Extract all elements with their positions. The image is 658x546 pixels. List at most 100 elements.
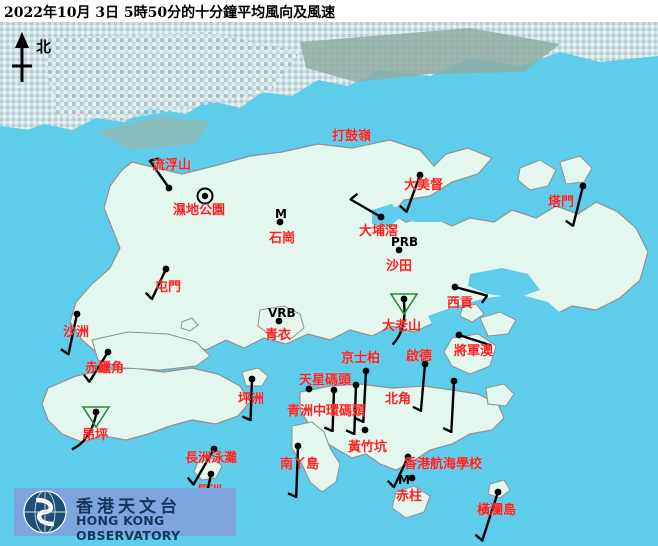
station-highlight-ring bbox=[196, 187, 214, 205]
station-name-label: 大美督 bbox=[404, 178, 444, 193]
station-marker[interactable] bbox=[276, 218, 284, 226]
station-dot bbox=[275, 317, 283, 325]
station-dot bbox=[400, 295, 408, 303]
station-dot bbox=[210, 445, 218, 453]
station-name-label: 北角 bbox=[385, 392, 412, 407]
station-name-label: 石崗 bbox=[269, 231, 296, 246]
mainland-veg-patch bbox=[300, 28, 560, 82]
station-dot bbox=[305, 385, 313, 393]
station-dot bbox=[377, 213, 385, 221]
station-dot bbox=[201, 192, 209, 200]
wind-barb-half bbox=[144, 291, 153, 301]
station-name-label: 長洲泳灘 bbox=[185, 451, 238, 466]
station-marker[interactable] bbox=[474, 488, 502, 542]
wind-barb-half bbox=[412, 405, 422, 412]
station-marker[interactable] bbox=[451, 283, 489, 304]
station-code-label: PRB bbox=[391, 235, 419, 249]
station-marker[interactable] bbox=[60, 310, 81, 356]
station-marker[interactable] bbox=[82, 348, 112, 384]
station-name-label: 沙田 bbox=[386, 259, 413, 274]
station-marker[interactable] bbox=[349, 192, 385, 221]
station-name-label: 赤柱 bbox=[396, 489, 423, 504]
station-marker[interactable] bbox=[305, 385, 313, 393]
station-marker[interactable] bbox=[345, 381, 360, 436]
station-marker[interactable] bbox=[186, 445, 218, 486]
chek-lap-kok-airport bbox=[91, 331, 211, 371]
po-toi-island bbox=[391, 485, 431, 519]
peng-chau-island bbox=[241, 367, 269, 387]
logo-name-cn: 香港天文台 bbox=[76, 497, 181, 517]
station-dot bbox=[416, 171, 424, 179]
station-marker[interactable] bbox=[455, 331, 492, 347]
wind-barb-shaft bbox=[419, 363, 427, 412]
station-name-label: 中環碼頭 bbox=[313, 404, 366, 419]
station-marker[interactable] bbox=[389, 293, 419, 346]
wind-barb-half bbox=[287, 492, 297, 499]
station-marker[interactable] bbox=[412, 360, 429, 412]
wind-barb-half bbox=[186, 476, 195, 486]
station-dot bbox=[395, 246, 403, 254]
outer-islands-se bbox=[479, 311, 517, 337]
wind-barb-half bbox=[386, 479, 395, 489]
outer-islands-ne bbox=[517, 159, 557, 191]
wind-barb-half bbox=[474, 533, 484, 542]
gale-triangle-icon bbox=[81, 406, 111, 429]
station-dot bbox=[404, 453, 412, 461]
station-marker[interactable] bbox=[442, 377, 458, 433]
station-name-label: 啟德 bbox=[406, 349, 433, 364]
wind-barb-half bbox=[399, 204, 408, 213]
station-marker[interactable] bbox=[287, 442, 302, 499]
station-marker[interactable] bbox=[399, 171, 424, 213]
station-dot bbox=[294, 442, 302, 450]
station-dot bbox=[330, 386, 338, 394]
wind-barb-shaft bbox=[362, 370, 368, 423]
station-marker[interactable] bbox=[196, 187, 214, 205]
station-name-label: 赤鱲角 bbox=[85, 361, 125, 376]
station-dot bbox=[104, 348, 112, 356]
hko-logo: 香港天文台 HONG KONG OBSERVATORY bbox=[14, 488, 236, 543]
map-canvas[interactable]: 北 打鼓嶺 流浮山 濕地公園 石崗 M 大美督 塔門 大埔滘 沙田 PRB 屯門 西貢 沙洲 赤鱲角 青衣 V… bbox=[0, 22, 658, 546]
station-marker[interactable] bbox=[241, 375, 256, 422]
wind-barb-shaft bbox=[349, 197, 382, 219]
wind-barb-shaft bbox=[353, 384, 358, 436]
wind-barb-shaft bbox=[458, 333, 492, 347]
cheung-chau-island bbox=[193, 457, 223, 481]
station-dot bbox=[248, 375, 256, 383]
station-marker[interactable] bbox=[361, 426, 369, 434]
station-marker[interactable] bbox=[144, 265, 170, 301]
wind-barb-shaft bbox=[148, 159, 170, 189]
wind-barb-shaft bbox=[87, 351, 110, 384]
station-marker[interactable] bbox=[395, 246, 403, 254]
station-marker[interactable] bbox=[275, 317, 283, 325]
station-dot bbox=[362, 367, 370, 375]
wind-barb-shaft bbox=[331, 389, 336, 433]
wind-barb-shaft bbox=[294, 445, 300, 499]
station-name-label: 青洲 bbox=[287, 404, 314, 419]
station-name-label: 沙洲 bbox=[63, 325, 90, 340]
station-name-label: 濕地公園 bbox=[173, 203, 226, 218]
station-name-label: 塔門 bbox=[548, 195, 575, 210]
station-marker[interactable] bbox=[565, 182, 587, 228]
gale-triangle-icon bbox=[389, 293, 419, 316]
station-name-label: 坪洲 bbox=[238, 392, 265, 407]
tide-cove bbox=[372, 204, 402, 228]
wind-barb-half bbox=[82, 373, 91, 383]
station-dot bbox=[494, 488, 502, 496]
wind-barb-half bbox=[565, 219, 574, 227]
station-marker[interactable] bbox=[148, 157, 173, 192]
wind-barb-shaft bbox=[391, 301, 406, 346]
station-dot bbox=[207, 470, 215, 478]
north-arrow-icon: 北 bbox=[6, 30, 66, 86]
station-marker[interactable] bbox=[323, 386, 338, 433]
station-marker[interactable] bbox=[354, 367, 370, 423]
station-name-label: 香港航海學校 bbox=[404, 457, 483, 472]
station-marker[interactable] bbox=[71, 406, 111, 451]
north-label: 北 bbox=[36, 38, 52, 56]
wind-barb-shaft bbox=[150, 268, 168, 301]
station-marker[interactable] bbox=[386, 453, 412, 489]
wind-barb-half bbox=[60, 348, 70, 356]
station-dot bbox=[165, 184, 173, 192]
station-marker[interactable] bbox=[408, 474, 416, 482]
wind-barb-shaft bbox=[571, 185, 585, 228]
